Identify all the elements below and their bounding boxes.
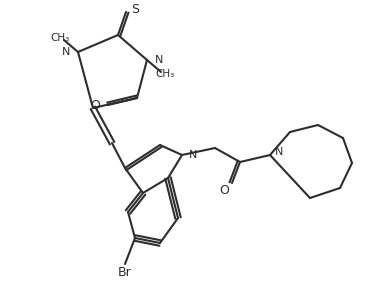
Text: N: N xyxy=(189,150,197,160)
Text: CH₃: CH₃ xyxy=(156,69,175,79)
Text: S: S xyxy=(131,2,139,15)
Text: N: N xyxy=(275,147,283,157)
Text: N: N xyxy=(61,47,70,57)
Text: CH₃: CH₃ xyxy=(51,33,70,43)
Text: Br: Br xyxy=(118,266,132,278)
Text: O: O xyxy=(219,185,229,197)
Text: N: N xyxy=(155,55,163,65)
Text: O: O xyxy=(90,99,100,111)
